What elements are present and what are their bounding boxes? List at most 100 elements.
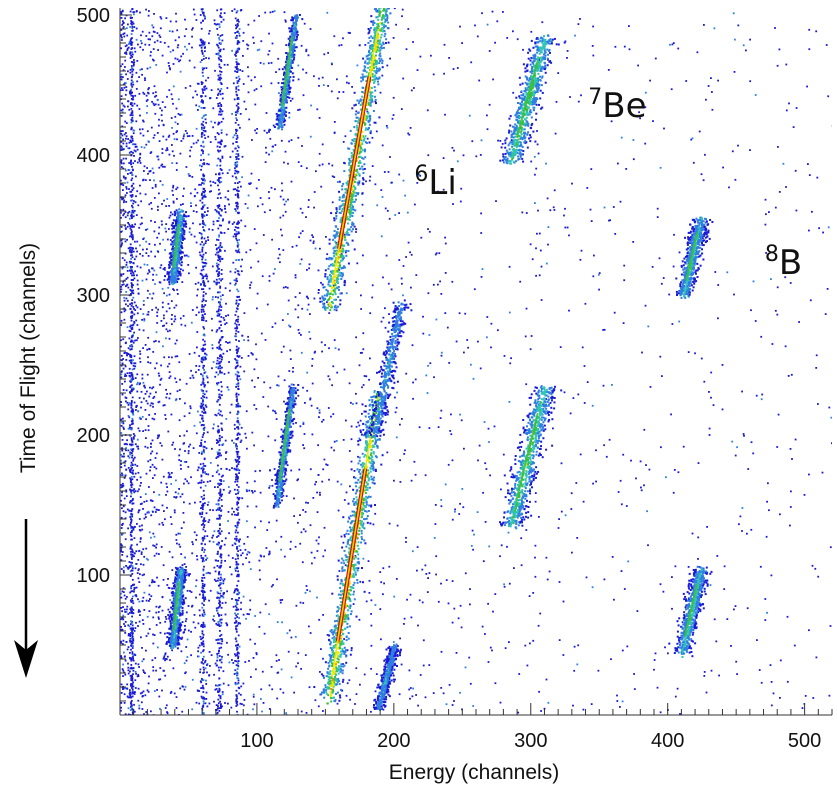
- hit: [235, 332, 237, 335]
- hit: [384, 207, 387, 210]
- hit: [120, 231, 122, 233]
- hit: [169, 599, 172, 601]
- hit: [124, 66, 126, 68]
- hit: [143, 93, 146, 95]
- hit: [140, 406, 142, 409]
- hit: [168, 475, 171, 478]
- hit: [746, 532, 748, 535]
- hit: [220, 703, 222, 705]
- hit: [201, 67, 204, 69]
- hit: [227, 684, 230, 687]
- hit: [165, 205, 168, 207]
- hit: [131, 635, 134, 638]
- hit: [157, 616, 160, 619]
- hit: [199, 61, 202, 63]
- hit: [335, 309, 338, 312]
- hit: [176, 130, 178, 132]
- hit: [174, 342, 177, 345]
- hit: [137, 337, 139, 339]
- hit: [217, 46, 220, 49]
- hit: [486, 114, 488, 117]
- hit: [176, 198, 178, 200]
- hit: [219, 638, 221, 641]
- hit: [123, 199, 126, 202]
- hit: [359, 352, 362, 354]
- hit: [168, 134, 171, 137]
- hit: [163, 199, 165, 202]
- hit: [416, 69, 419, 71]
- hit: [492, 610, 494, 613]
- hit: [237, 623, 239, 625]
- hit: [217, 263, 220, 266]
- hit: [204, 130, 207, 133]
- hit: [202, 697, 204, 700]
- hit: [172, 63, 175, 65]
- hit: [216, 23, 219, 26]
- hit: [313, 351, 316, 354]
- hit: [233, 673, 236, 675]
- hit: [127, 404, 130, 406]
- hit: [136, 80, 139, 83]
- hit: [261, 450, 264, 452]
- hit: [496, 20, 499, 23]
- hit: [216, 247, 218, 250]
- hit: [197, 622, 200, 625]
- hit: [135, 175, 137, 178]
- hit: [405, 48, 408, 51]
- hit: [178, 459, 181, 461]
- hit: [237, 146, 240, 149]
- hit: [440, 687, 443, 689]
- hit: [135, 214, 138, 216]
- hit: [158, 695, 161, 698]
- hit: [216, 281, 219, 284]
- hit: [430, 54, 432, 57]
- hit: [408, 133, 411, 136]
- hit: [124, 227, 127, 230]
- hit: [338, 91, 341, 93]
- hit: [123, 571, 125, 574]
- hit: [320, 185, 323, 188]
- hit: [148, 44, 151, 46]
- hit: [708, 391, 710, 393]
- hit: [158, 678, 160, 681]
- hit: [525, 212, 528, 214]
- hit: [201, 250, 204, 253]
- hit: [268, 684, 271, 687]
- hit: [486, 316, 489, 318]
- hit: [156, 646, 159, 649]
- hit: [123, 623, 125, 625]
- hit: [200, 388, 203, 391]
- hit: [219, 618, 222, 621]
- hit: [136, 478, 138, 481]
- hit: [137, 687, 140, 690]
- hit: [218, 291, 221, 294]
- hit: [203, 340, 206, 343]
- hit: [138, 160, 141, 162]
- hit: [237, 403, 240, 406]
- hit: [721, 364, 724, 366]
- hit: [220, 269, 223, 271]
- hit: [146, 390, 148, 393]
- hit: [227, 228, 230, 230]
- hit: [300, 44, 303, 47]
- hit: [259, 469, 261, 472]
- hit: [419, 55, 422, 58]
- hit: [173, 509, 176, 512]
- hit: [302, 68, 304, 71]
- hit: [236, 713, 239, 715]
- hit: [125, 565, 127, 567]
- hit: [415, 274, 418, 276]
- hit: [199, 199, 202, 202]
- hit: [125, 447, 127, 449]
- hit: [201, 314, 204, 316]
- hit: [122, 157, 125, 160]
- hit: [207, 521, 210, 523]
- hit: [201, 537, 204, 540]
- hit: [394, 678, 396, 681]
- hit: [132, 602, 135, 605]
- hit: [672, 491, 675, 494]
- hit: [577, 100, 580, 103]
- hit: [434, 253, 437, 256]
- hit: [204, 304, 207, 306]
- hit: [236, 239, 238, 242]
